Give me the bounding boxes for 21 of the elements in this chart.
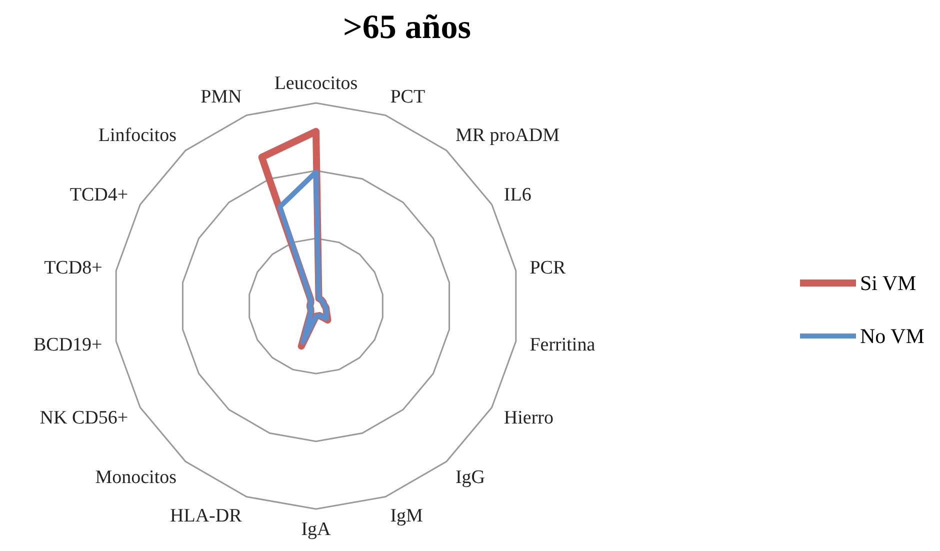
spoke-label: Leucocitos xyxy=(274,73,358,94)
spoke-label: Ferritina xyxy=(530,334,596,356)
spoke-label: PCR xyxy=(530,257,566,278)
spoke-label: TCD4+ xyxy=(70,184,128,206)
spoke-label: PMN xyxy=(200,86,242,108)
spoke-label: Hierro xyxy=(504,408,554,428)
legend-label: Si VM xyxy=(860,271,917,295)
legend-label: No VM xyxy=(860,324,925,348)
spoke-label: NK CD56+ xyxy=(40,408,128,428)
spoke-label: TCD8+ xyxy=(44,257,102,278)
spoke-label: IL6 xyxy=(504,184,532,206)
spoke-label: IgM xyxy=(390,506,424,527)
spoke-label: Linfocitos xyxy=(98,125,177,146)
spoke-label: Monocitos xyxy=(95,466,177,488)
spoke-label: MR proADM xyxy=(455,125,560,146)
spoke-label: PCT xyxy=(390,86,426,108)
spoke-label: IgA xyxy=(301,519,332,540)
chart-title: >65 años xyxy=(342,9,472,46)
spoke-label: IgG xyxy=(455,466,486,488)
spoke-label: BCD19+ xyxy=(34,334,102,356)
spoke-label: HLA-DR xyxy=(170,506,242,527)
